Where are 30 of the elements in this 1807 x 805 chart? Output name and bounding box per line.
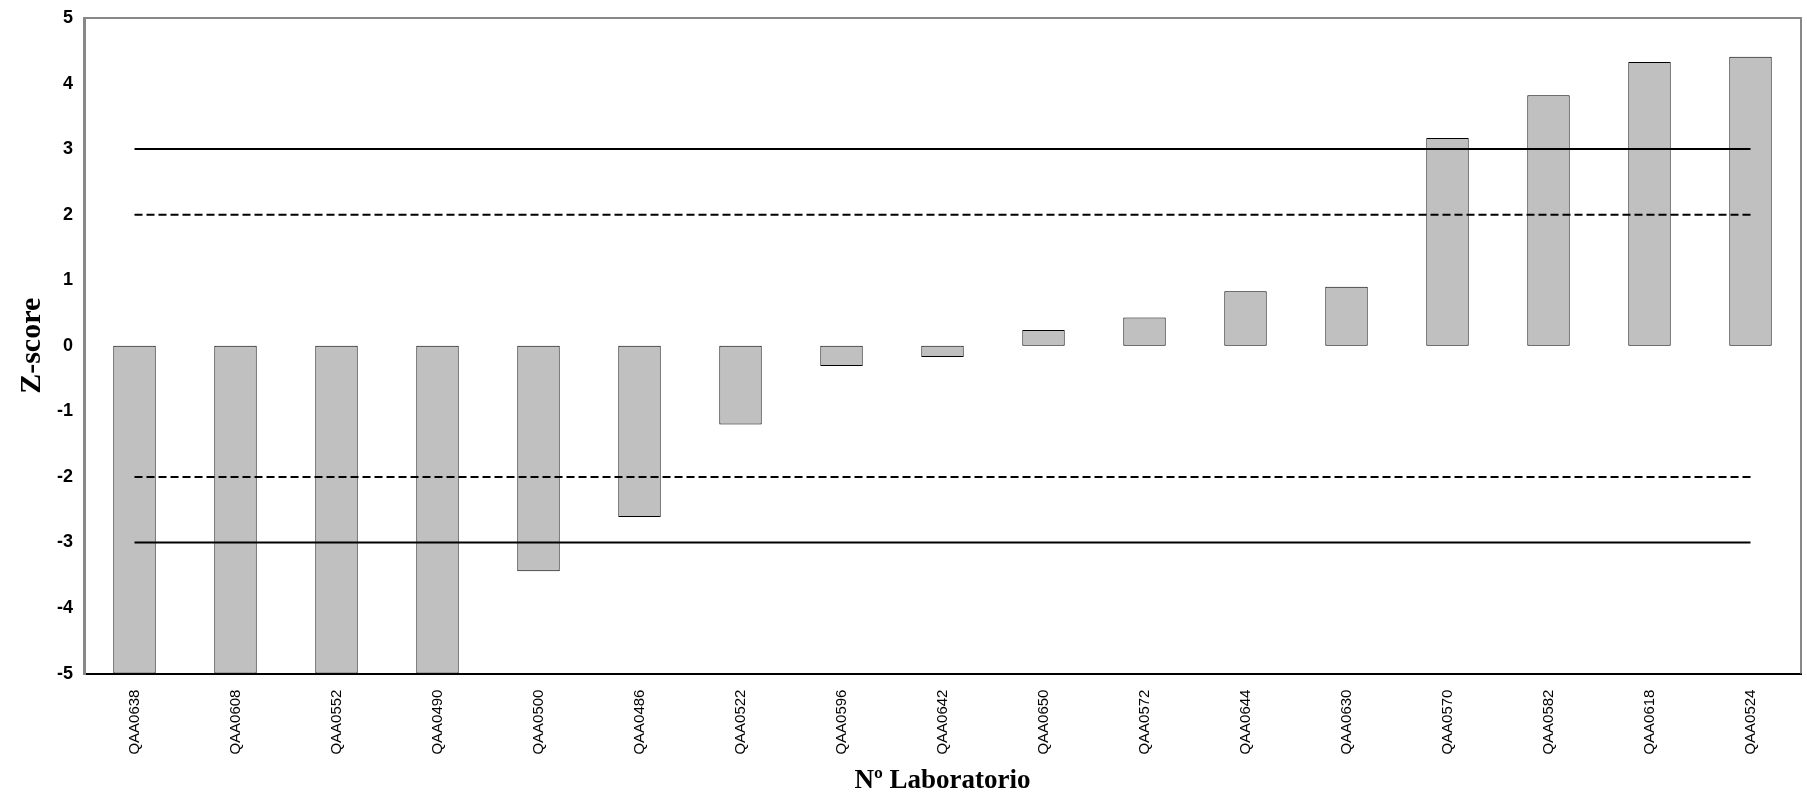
x-tick-label: QAA0582 [1538,689,1556,755]
x-tick-label: QAA0630 [1336,689,1354,755]
x-tick-label: QAA0650 [1033,689,1051,755]
x-tick-label: QAA0596 [831,689,849,755]
x-tick-label: QAA0522 [730,689,748,755]
y-tick-label: -2 [56,465,73,486]
x-tick-label: QAA0644 [1235,689,1253,755]
x-tick-label: QAA0490 [427,689,445,755]
x-axis-title: Nº Laboratorio [854,763,1031,794]
y-tick-label: 0 [62,334,73,355]
x-tick-label: QAA0570 [1437,689,1455,755]
x-tick-label: QAA0618 [1639,689,1657,755]
y-tick-label: -3 [56,531,73,552]
y-tick-label: -1 [56,400,73,421]
x-tick-label: QAA0500 [528,689,546,755]
x-tick-label: QAA0642 [932,689,950,755]
y-tick-label: -5 [56,662,73,683]
y-tick-label: 4 [62,72,73,93]
y-tick-label: 5 [62,6,73,27]
y-tick-label: -4 [56,596,73,617]
x-tick-label: QAA0638 [124,689,142,755]
x-tick-label: QAA0486 [629,689,647,755]
x-tick-label: QAA0572 [1134,689,1152,755]
x-tick-label: QAA0552 [326,689,344,755]
x-tick-label: QAA0608 [225,689,243,755]
y-axis-title: Z-score [12,297,46,394]
x-tick-label: QAA0524 [1740,689,1758,755]
y-tick-label: 1 [62,269,73,290]
y-tick-label: 3 [62,138,73,159]
y-tick-label: 2 [62,203,73,224]
